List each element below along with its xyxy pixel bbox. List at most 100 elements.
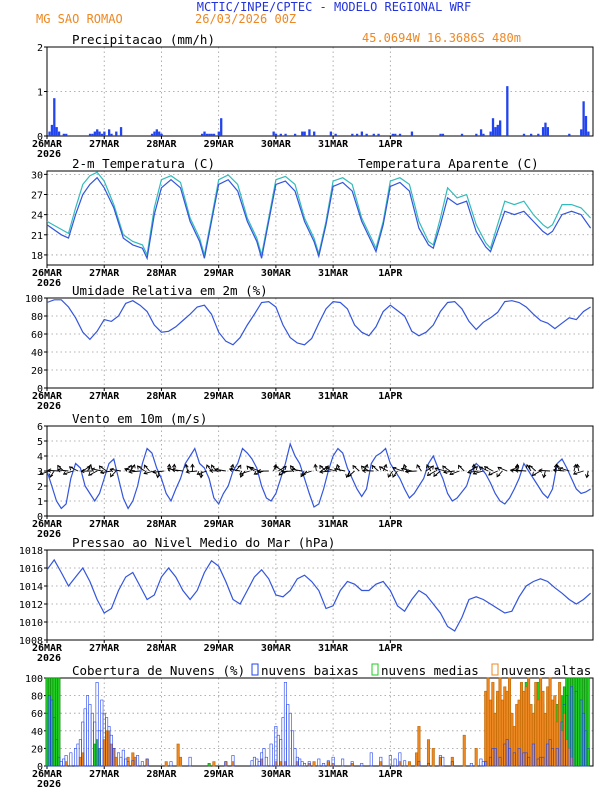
y-tick-label: 20 xyxy=(31,744,43,755)
precip-bar xyxy=(482,133,485,136)
wind-arrow-head xyxy=(128,469,133,474)
cloud-high-bar xyxy=(541,690,545,767)
y-tick-label: 0 xyxy=(37,512,43,523)
wind-arrow-shaft xyxy=(91,468,102,472)
wind-arrow-head xyxy=(171,468,176,473)
plot-frame xyxy=(46,549,594,641)
cloud-high-bar xyxy=(498,677,502,767)
wind-arrow-head xyxy=(98,465,103,470)
wind-arrow xyxy=(404,469,417,474)
x-tick-label: 27MAR xyxy=(89,643,120,654)
chart-title: Pressao ao Nivel Medio do Mar (hPa) xyxy=(72,535,335,550)
y-tick-label: 1018 xyxy=(19,546,43,557)
cloud-low-bar xyxy=(76,743,80,767)
cloud-high-bar xyxy=(64,761,68,767)
cloud-low-bar xyxy=(527,756,531,767)
y-tick-label: 1 xyxy=(37,88,43,99)
legend-label: nuvens baixas xyxy=(261,663,359,678)
cloud-high-bar xyxy=(307,763,311,767)
cloud-low-bar xyxy=(479,758,483,767)
x-year-label: 2026 xyxy=(37,149,61,160)
precip-bar xyxy=(107,129,111,136)
wind-arrow-shaft xyxy=(586,470,589,478)
wind-arrow-head xyxy=(433,472,438,478)
x-tick-label: 31MAR xyxy=(318,391,349,402)
cloud-high-bar xyxy=(517,699,521,767)
cloud-high-bar xyxy=(438,756,442,767)
cloud-low-bar xyxy=(100,699,104,767)
cloud-medium-bar xyxy=(207,763,211,767)
wind-arrow-shaft xyxy=(291,468,303,472)
cloud-low-bar xyxy=(74,748,78,767)
cloud-high-bar xyxy=(283,761,287,767)
cloud-low-bar xyxy=(121,749,125,767)
cloud-high-bar xyxy=(78,756,82,767)
cloud-low-bar xyxy=(90,712,94,767)
cloud-high-bar xyxy=(524,686,528,767)
header-coords: 45.0694W 16.3686S 480m xyxy=(362,31,521,45)
cloud-low-bar xyxy=(286,704,290,767)
cloud-low-bar xyxy=(417,761,421,767)
wind-arrow-shaft xyxy=(129,470,141,473)
precip-bar xyxy=(308,129,311,136)
wind-arrow-head xyxy=(68,466,74,471)
cloud-high-bar xyxy=(260,758,264,767)
cloud-low-bar xyxy=(69,752,73,767)
precip-bar xyxy=(205,133,209,136)
series-wind-speed xyxy=(46,442,591,510)
precip-bar xyxy=(544,122,547,136)
wind-arrow xyxy=(278,465,287,472)
y-tick-label: 2 xyxy=(37,43,43,54)
wind-arrow-shaft xyxy=(443,470,455,473)
cloud-low-bar xyxy=(112,748,116,767)
wind-arrow xyxy=(449,470,460,475)
wind-arrow-shaft xyxy=(197,470,207,475)
precip-bar xyxy=(160,133,163,136)
wind-arrow xyxy=(324,467,336,472)
cloud-low-bar xyxy=(307,761,311,767)
x-tick-label: 31MAR xyxy=(318,769,349,780)
wind-arrow xyxy=(572,470,584,475)
cloud-high-bar xyxy=(431,748,435,767)
x-tick-label: 28MAR xyxy=(146,139,177,150)
cloud-low-bar xyxy=(124,758,128,767)
wind-arrow-shaft xyxy=(573,470,584,475)
cloud-high-bar xyxy=(462,734,466,767)
wind-arrow-head xyxy=(80,468,85,474)
x-tick-label: 31MAR xyxy=(318,268,349,279)
x-tick-label: 27MAR xyxy=(89,769,120,780)
wind-arrow-head xyxy=(466,469,472,474)
cloud-low-bar xyxy=(317,758,321,767)
cloud-low-bar xyxy=(264,756,268,767)
precip-bar xyxy=(208,133,211,136)
y-tick-label: 1016 xyxy=(19,564,43,575)
cloud-low-bar xyxy=(83,708,87,767)
wind-arrow xyxy=(214,467,226,473)
wind-arrow-head xyxy=(280,469,285,474)
wind-arrow xyxy=(584,470,590,479)
precip-bar xyxy=(499,120,502,136)
x-tick-label: 27MAR xyxy=(89,519,120,530)
cloud-high-bar xyxy=(543,712,547,767)
y-tick-label: 1012 xyxy=(19,600,43,611)
precip-bar xyxy=(479,129,483,136)
wind-arrow xyxy=(478,466,489,472)
cloud-high-bar xyxy=(522,690,526,767)
legend-swatch xyxy=(371,663,379,676)
precip-bar xyxy=(489,131,492,136)
precip-bar xyxy=(460,133,464,136)
wind-arrow-head xyxy=(402,463,407,469)
precip-bar xyxy=(220,118,223,136)
cloud-low-bar xyxy=(293,748,297,767)
legend-swatch xyxy=(251,663,259,676)
x-tick-label: 28MAR xyxy=(146,643,177,654)
cloud-high-bar xyxy=(145,758,149,767)
wind-arrow xyxy=(400,467,412,472)
wind-arrow xyxy=(228,467,241,472)
wind-arrow xyxy=(136,465,146,472)
wind-arrow-head xyxy=(575,463,580,468)
precip-bar xyxy=(279,133,282,136)
cloud-high-bar xyxy=(312,761,316,767)
cloud-low-bar xyxy=(95,682,99,767)
wind-arrow xyxy=(497,466,508,472)
